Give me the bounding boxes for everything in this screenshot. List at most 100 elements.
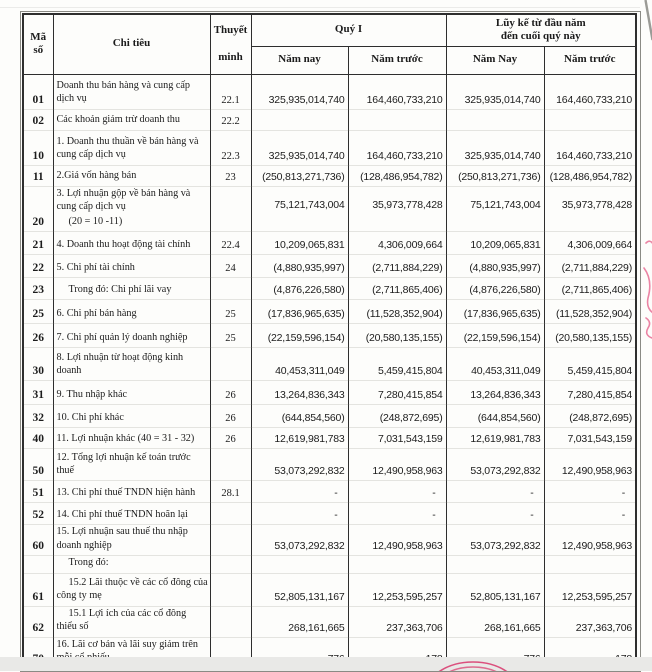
row-label: 7. Chi phí quản lý doanh nghiệp bbox=[53, 324, 210, 348]
row-code: 21 bbox=[23, 232, 53, 255]
row-formula: (20 = 10 -11) bbox=[57, 216, 209, 227]
row-code: 62 bbox=[23, 606, 53, 637]
row-value: 12,619,981,783 bbox=[446, 428, 544, 449]
row-value: 53,073,292,832 bbox=[446, 449, 544, 481]
row-value: (17,836,965,635) bbox=[446, 300, 544, 324]
row-value: 237,363,706 bbox=[348, 606, 446, 637]
row-value: (4,876,226,580) bbox=[446, 278, 544, 300]
row-value: (248,872,695) bbox=[544, 405, 636, 428]
table-row: 20 3. Lợi nhuận gộp về bán hàng và cung … bbox=[23, 186, 636, 232]
row-code: 31 bbox=[23, 381, 53, 405]
row-value: 164,460,733,210 bbox=[348, 130, 446, 165]
header-cum-prior-year: Năm trước bbox=[544, 46, 636, 74]
row-note: 22.2 bbox=[210, 109, 251, 130]
table-row: 10 1. Doanh thu thuần về bán hàng và cun… bbox=[23, 130, 636, 165]
row-value: 12,490,958,963 bbox=[348, 525, 446, 556]
row-value: 40,453,311,049 bbox=[251, 348, 348, 381]
row-value: 164,460,733,210 bbox=[348, 74, 446, 109]
row-note: 28.1 bbox=[210, 481, 251, 503]
row-code: 50 bbox=[23, 449, 53, 481]
row-value bbox=[446, 109, 544, 130]
row-label: 15.1 Lợi ích của các cổ đông thiểu số bbox=[53, 606, 210, 637]
row-value: 7,031,543,159 bbox=[544, 428, 636, 449]
row-note: 25 bbox=[210, 300, 251, 324]
row-note bbox=[210, 278, 251, 300]
row-value: 325,935,014,740 bbox=[251, 74, 348, 109]
row-value bbox=[544, 109, 636, 130]
header-code: Mã số bbox=[23, 14, 53, 74]
row-code: 01 bbox=[23, 74, 53, 109]
row-value: (22,159,596,154) bbox=[251, 324, 348, 348]
income-statement-table-frame: Mã số Chi tiêu Thuyết minh Quý I Lũy kế … bbox=[20, 11, 641, 672]
row-value: - bbox=[348, 481, 446, 503]
income-statement-table: Mã số Chi tiêu Thuyết minh Quý I Lũy kế … bbox=[22, 13, 637, 670]
row-code: 52 bbox=[23, 503, 53, 525]
row-value: (11,528,352,904) bbox=[348, 300, 446, 324]
row-code bbox=[23, 556, 53, 573]
row-value bbox=[446, 556, 544, 573]
header-cumulative-group: Lũy kế từ đầu năm đến cuối quý này bbox=[446, 14, 636, 46]
row-value: 7,280,415,854 bbox=[544, 381, 636, 405]
header-criteria: Chi tiêu bbox=[53, 14, 210, 74]
row-label: 3. Lợi nhuận gộp về bán hàng và cung cấp… bbox=[53, 186, 210, 232]
row-label: 9. Thu nhập khác bbox=[53, 381, 210, 405]
row-value: (250,813,271,736) bbox=[446, 165, 544, 186]
row-code: 51 bbox=[23, 481, 53, 503]
header-cum-current-year: Năm Nay bbox=[446, 46, 544, 74]
row-value: 325,935,014,740 bbox=[446, 74, 544, 109]
row-value: 10,209,065,831 bbox=[446, 232, 544, 255]
row-code: 32 bbox=[23, 405, 53, 428]
row-value: (22,159,596,154) bbox=[446, 324, 544, 348]
row-value: (4,880,935,997) bbox=[446, 255, 544, 278]
row-value bbox=[251, 556, 348, 573]
header-q1-current-year: Năm nay bbox=[251, 46, 348, 74]
row-value: 75,121,743,004 bbox=[251, 186, 348, 232]
row-value: 35,973,778,428 bbox=[348, 186, 446, 232]
row-note: 26 bbox=[210, 405, 251, 428]
table-row: 30 8. Lợi nhuận từ hoạt động kinh doanh … bbox=[23, 348, 636, 381]
row-code: 60 bbox=[23, 525, 53, 556]
row-value: (4,876,226,580) bbox=[251, 278, 348, 300]
row-value: (2,711,884,229) bbox=[348, 255, 446, 278]
row-value: 52,805,131,167 bbox=[251, 573, 348, 606]
row-value: 75,121,743,004 bbox=[446, 186, 544, 232]
row-label: Các khoản giảm trừ doanh thu bbox=[53, 109, 210, 130]
row-label: 14. Chi phí thuế TNDN hoãn lại bbox=[53, 503, 210, 525]
row-value: (20,580,135,155) bbox=[544, 324, 636, 348]
table-row: 60 15. Lợi nhuận sau thuế thu nhập doanh… bbox=[23, 525, 636, 556]
row-value: 325,935,014,740 bbox=[251, 130, 348, 165]
row-value: (11,528,352,904) bbox=[544, 300, 636, 324]
row-value: 12,490,958,963 bbox=[348, 449, 446, 481]
row-value: 7,280,415,854 bbox=[348, 381, 446, 405]
row-value: (644,854,560) bbox=[251, 405, 348, 428]
table-row: 21 4. Doanh thu hoạt động tài chính 22.4… bbox=[23, 232, 636, 255]
row-value: - bbox=[251, 481, 348, 503]
row-note bbox=[210, 573, 251, 606]
row-note: 22.1 bbox=[210, 74, 251, 109]
row-value: (128,486,954,782) bbox=[544, 165, 636, 186]
scan-edge-artifact bbox=[646, 0, 652, 40]
row-label: 2.Giá vốn hàng bán bbox=[53, 165, 210, 186]
row-value: 268,161,665 bbox=[251, 606, 348, 637]
row-label: 8. Lợi nhuận từ hoạt động kinh doanh bbox=[53, 348, 210, 381]
row-value bbox=[544, 556, 636, 573]
table-row: 02 Các khoản giảm trừ doanh thu 22.2 bbox=[23, 109, 636, 130]
row-value: 35,973,778,428 bbox=[544, 186, 636, 232]
table-row: 25 6. Chi phí bán hàng 25 (17,836,965,63… bbox=[23, 300, 636, 324]
table-row: 52 14. Chi phí thuế TNDN hoãn lại - - - … bbox=[23, 503, 636, 525]
row-value: 10,209,065,831 bbox=[251, 232, 348, 255]
row-value: 4,306,009,664 bbox=[544, 232, 636, 255]
row-note bbox=[210, 449, 251, 481]
scan-artifact-line bbox=[0, 7, 640, 8]
row-label: 5. Chi phí tài chính bbox=[53, 255, 210, 278]
table-row: 32 10. Chi phí khác 26 (644,854,560) (24… bbox=[23, 405, 636, 428]
row-note: 24 bbox=[210, 255, 251, 278]
row-value bbox=[348, 556, 446, 573]
row-value: (4,880,935,997) bbox=[251, 255, 348, 278]
row-label: 15.2 Lãi thuộc về các cổ đông của công t… bbox=[53, 573, 210, 606]
row-label: 11. Lợi nhuận khác (40 = 31 - 32) bbox=[53, 428, 210, 449]
table-row: 50 12. Tổng lợi nhuận kế toán trước thuế… bbox=[23, 449, 636, 481]
row-label: 12. Tổng lợi nhuận kế toán trước thuế bbox=[53, 449, 210, 481]
row-note: 22.3 bbox=[210, 130, 251, 165]
